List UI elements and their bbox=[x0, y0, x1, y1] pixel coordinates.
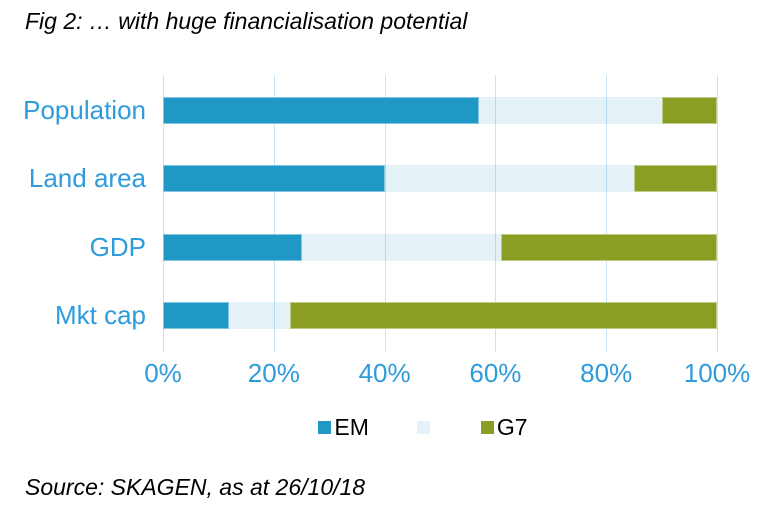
gridline bbox=[495, 75, 497, 352]
bar-segment-blank bbox=[384, 165, 634, 192]
bar-row-population: Population bbox=[23, 97, 717, 124]
bar-segment-blank bbox=[301, 234, 501, 261]
source-caption: Source: SKAGEN, as at 26/10/18 bbox=[25, 474, 366, 500]
bar-segment-G7 bbox=[290, 302, 717, 329]
category-label: GDP bbox=[89, 232, 146, 262]
gridline bbox=[273, 75, 275, 352]
bar-segment-EM bbox=[163, 302, 230, 329]
bar-segment-G7 bbox=[633, 165, 717, 192]
legend-item-EM: EM bbox=[318, 414, 369, 441]
x-axis-tick-label: 40% bbox=[358, 358, 411, 388]
bar-segment-EM bbox=[163, 234, 302, 261]
bar-segment-blank bbox=[229, 302, 291, 329]
bar-row-land-area: Land area bbox=[29, 165, 717, 192]
bar-row-mkt-cap: Mkt cap bbox=[55, 302, 717, 329]
legend-item-blank bbox=[416, 421, 433, 434]
legend-swatch bbox=[480, 421, 494, 434]
x-axis-tick-label: 60% bbox=[469, 358, 522, 388]
category-label: Land area bbox=[28, 163, 146, 193]
gridline bbox=[384, 75, 386, 352]
x-axis-tick-label: 100% bbox=[683, 358, 751, 388]
plot-area: 0% 20% 40% 60% 80% 100% Population Land area GDP… bbox=[23, 75, 750, 388]
legend-label: G7 bbox=[496, 414, 528, 440]
category-label: Mkt cap bbox=[54, 300, 146, 330]
x-axis-tick-label: 20% bbox=[247, 358, 300, 388]
gridline bbox=[163, 75, 164, 352]
legend-swatch bbox=[416, 421, 430, 434]
figure-title: Fig 2: … with huge financialisation pote… bbox=[25, 8, 468, 34]
gridline bbox=[717, 75, 718, 352]
legend: EM G7 bbox=[146, 414, 700, 441]
category-label: Population bbox=[23, 95, 146, 125]
x-axis-tick-label: 80% bbox=[580, 358, 633, 388]
bar-segment-EM bbox=[163, 165, 385, 192]
bar-segment-blank bbox=[478, 97, 662, 124]
bar-segment-G7 bbox=[500, 234, 717, 261]
legend-item-G7: G7 bbox=[480, 414, 528, 441]
bar-row-gdp: GDP bbox=[90, 234, 717, 261]
x-axis-tick-label: 0% bbox=[144, 358, 182, 388]
legend-label: EM bbox=[334, 414, 369, 440]
bar-segment-G7 bbox=[661, 97, 717, 124]
bar-segment-EM bbox=[163, 97, 479, 124]
legend-swatch bbox=[318, 421, 332, 434]
gridline bbox=[606, 75, 608, 352]
